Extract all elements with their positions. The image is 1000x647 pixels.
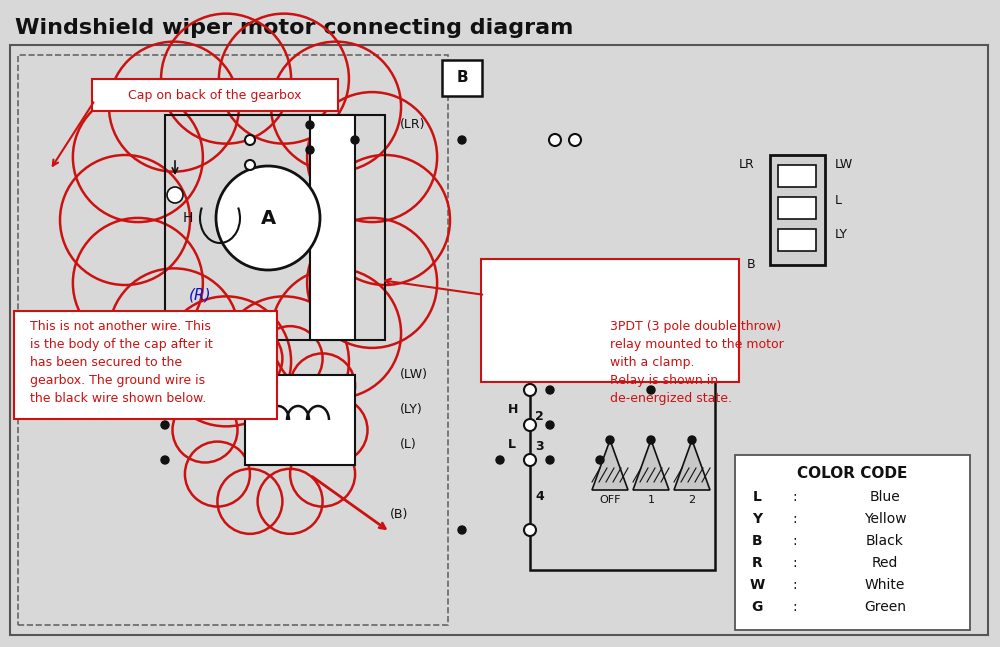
Bar <box>245 375 355 465</box>
Text: (L): (L) <box>400 438 417 451</box>
Text: LR: LR <box>739 159 755 171</box>
Text: :: : <box>793 512 797 526</box>
Bar <box>778 229 816 251</box>
Text: R: R <box>752 556 762 570</box>
Circle shape <box>606 436 614 444</box>
Text: :: : <box>793 578 797 592</box>
Circle shape <box>546 386 554 394</box>
Text: W: W <box>749 578 765 592</box>
Bar <box>310 115 355 340</box>
Circle shape <box>351 136 359 144</box>
Text: (R): (R) <box>189 287 211 303</box>
Circle shape <box>458 526 466 534</box>
Circle shape <box>167 187 183 203</box>
Text: L: L <box>753 490 761 504</box>
Polygon shape <box>592 440 628 490</box>
Text: H: H <box>183 211 193 225</box>
Circle shape <box>596 456 604 464</box>
Text: 4: 4 <box>535 490 544 503</box>
Circle shape <box>496 456 504 464</box>
Circle shape <box>161 456 169 464</box>
Circle shape <box>524 419 536 431</box>
Text: Cap on back of the gearbox: Cap on back of the gearbox <box>128 89 302 102</box>
Bar <box>530 355 715 570</box>
Circle shape <box>161 421 169 429</box>
Text: 3: 3 <box>535 440 544 453</box>
Bar <box>165 115 385 340</box>
Text: OFF: OFF <box>599 495 621 505</box>
Circle shape <box>688 436 696 444</box>
Circle shape <box>524 524 536 536</box>
Text: G: G <box>751 600 763 614</box>
Text: Windshield wiper motor connecting diagram: Windshield wiper motor connecting diagra… <box>15 18 573 38</box>
Circle shape <box>647 386 655 394</box>
Circle shape <box>458 136 466 144</box>
Polygon shape <box>674 440 710 490</box>
Text: A: A <box>260 208 276 228</box>
Text: Y: Y <box>752 512 762 526</box>
Text: B: B <box>746 259 755 272</box>
Text: :: : <box>793 556 797 570</box>
Circle shape <box>524 384 536 396</box>
Circle shape <box>306 121 314 129</box>
Text: 2: 2 <box>688 495 696 505</box>
Polygon shape <box>633 440 669 490</box>
FancyBboxPatch shape <box>481 259 739 382</box>
Bar <box>442 60 482 96</box>
FancyBboxPatch shape <box>14 311 277 419</box>
Text: (LW): (LW) <box>400 368 428 381</box>
Circle shape <box>524 454 536 466</box>
Text: (LY): (LY) <box>400 403 423 416</box>
Bar <box>735 455 970 630</box>
Bar <box>778 197 816 219</box>
Circle shape <box>546 421 554 429</box>
Circle shape <box>216 166 320 270</box>
Text: :: : <box>793 600 797 614</box>
Text: H: H <box>508 403 518 416</box>
Text: LW: LW <box>835 159 853 171</box>
Text: (LR): (LR) <box>400 118 426 131</box>
Text: Yellow: Yellow <box>864 512 906 526</box>
Text: (B): (B) <box>390 508 408 521</box>
Text: 3PDT (3 pole double throw)
relay mounted to the motor
with a clamp.
Relay is sho: 3PDT (3 pole double throw) relay mounted… <box>610 320 784 405</box>
Circle shape <box>245 160 255 170</box>
Text: Blue: Blue <box>870 490 900 504</box>
Text: LY: LY <box>835 228 848 241</box>
Bar <box>18 55 448 625</box>
Circle shape <box>306 146 314 154</box>
Text: Red: Red <box>872 556 898 570</box>
Circle shape <box>546 456 554 464</box>
Text: L: L <box>835 193 842 206</box>
Text: 1: 1 <box>648 495 654 505</box>
Text: :: : <box>793 534 797 548</box>
Text: Green: Green <box>864 600 906 614</box>
Text: 1: 1 <box>535 350 544 363</box>
Text: B: B <box>456 71 468 85</box>
Text: 2: 2 <box>535 410 544 423</box>
FancyBboxPatch shape <box>92 79 338 111</box>
Bar <box>530 320 715 355</box>
Text: M: M <box>508 368 520 381</box>
Text: L: L <box>508 438 516 451</box>
Bar <box>778 165 816 187</box>
Circle shape <box>245 135 255 145</box>
Circle shape <box>161 386 169 394</box>
Bar <box>770 155 825 265</box>
Circle shape <box>549 134 561 146</box>
Text: B: B <box>752 534 762 548</box>
Text: Black: Black <box>866 534 904 548</box>
Text: This is not another wire. This
is the body of the cap after it
has been secured : This is not another wire. This is the bo… <box>30 320 213 405</box>
Circle shape <box>569 134 581 146</box>
Text: COLOR CODE: COLOR CODE <box>797 465 908 481</box>
Text: White: White <box>865 578 905 592</box>
Circle shape <box>647 436 655 444</box>
Text: :: : <box>793 490 797 504</box>
